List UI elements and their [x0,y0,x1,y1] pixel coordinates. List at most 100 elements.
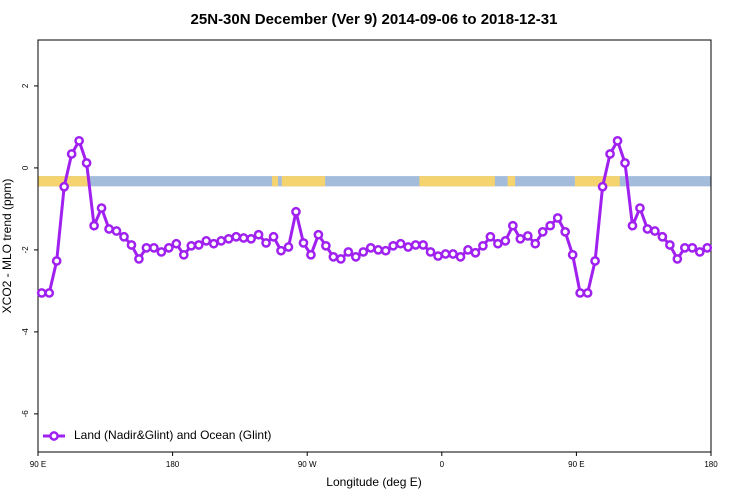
data-point [590,256,600,266]
data-point [627,220,638,231]
land-segment [272,176,279,187]
data-point [126,240,137,250]
data-point [380,245,391,256]
data-point [358,247,369,257]
data-point [321,240,331,251]
data-point [261,238,271,248]
y-axis-label: XCO2 - MLO trend (ppm) [0,179,14,314]
data-point [388,240,399,251]
data-point [679,242,690,253]
data-point [96,203,107,213]
data-point [448,249,458,259]
data-point [455,252,466,262]
data-point [328,252,339,262]
data-point [672,254,683,264]
data-point [687,242,698,253]
data-point [336,254,346,264]
data-point [298,238,309,248]
data-point [665,240,675,250]
data-point [597,181,608,192]
data-point [66,149,77,159]
y-tick-label: -2 [21,246,30,254]
data-point [702,242,713,253]
data-point [418,240,428,250]
data-point [156,247,167,257]
data-point [141,242,152,253]
data-point [89,220,99,231]
data-point [186,240,197,251]
data-point [425,247,436,257]
land-segment [281,176,326,187]
data-point [567,249,578,260]
data-point [463,245,473,255]
y-tick-label: 0 [21,165,30,170]
legend-label: Land (Nadir&Glint) and Ocean (Glint) [74,428,271,442]
data-point [575,288,585,298]
data-point [216,236,227,246]
data-point [605,149,615,159]
x-tick-label: 180 [704,460,718,469]
data-point [373,245,384,255]
x-tick-label: 90 E [30,460,46,469]
legend-marker [49,431,59,441]
data-point [231,231,242,242]
x-tick-label: 0 [440,460,445,469]
data-point [223,233,234,244]
data-point [119,231,129,242]
data-point [650,226,660,236]
land-segment [419,176,495,187]
data-point [74,135,84,146]
x-tick-label: 180 [166,460,180,469]
data-point [81,158,92,168]
data-point [208,238,219,249]
ocean-band [38,176,711,187]
data-point [149,242,159,253]
data-point [560,227,571,237]
data-point [36,288,47,298]
data-point [582,288,593,298]
data-point [500,236,511,246]
data-point [522,231,533,241]
data-point [395,238,406,249]
data-point [313,229,324,240]
data-point [694,247,705,257]
data-point [403,242,413,252]
data-point [350,252,361,262]
data-point [545,220,556,231]
data-point [134,254,144,264]
y-tick-label: 2 [21,83,30,88]
data-point [246,233,256,244]
data-point [642,224,653,234]
y-tick-label: -6 [21,410,30,418]
data-point [171,238,182,249]
data-point [268,231,279,242]
data-point [111,226,122,236]
data-point [470,247,481,258]
data-point [410,240,421,250]
data-point [193,240,204,250]
chart-title: 25N-30N December (Ver 9) 2014-09-06 to 2… [191,11,558,28]
data-point [493,238,503,249]
data-point [59,181,70,192]
data-point [365,242,376,253]
data-point [276,245,286,256]
data-point [433,251,443,261]
data-point [507,220,518,231]
data-point [253,229,264,240]
data-point [537,227,548,237]
data-point [306,249,316,260]
land-segment [507,176,516,187]
land-segment [574,176,620,187]
data-point [201,236,212,246]
data-point [552,213,563,223]
data-point [440,249,451,259]
data-point [530,238,541,249]
data-point [620,158,630,168]
data-point [283,242,294,252]
data-point [104,224,114,234]
data-point [178,249,189,260]
y-tick-label: -4 [21,328,30,336]
data-point [238,233,249,243]
data-point [485,231,496,242]
